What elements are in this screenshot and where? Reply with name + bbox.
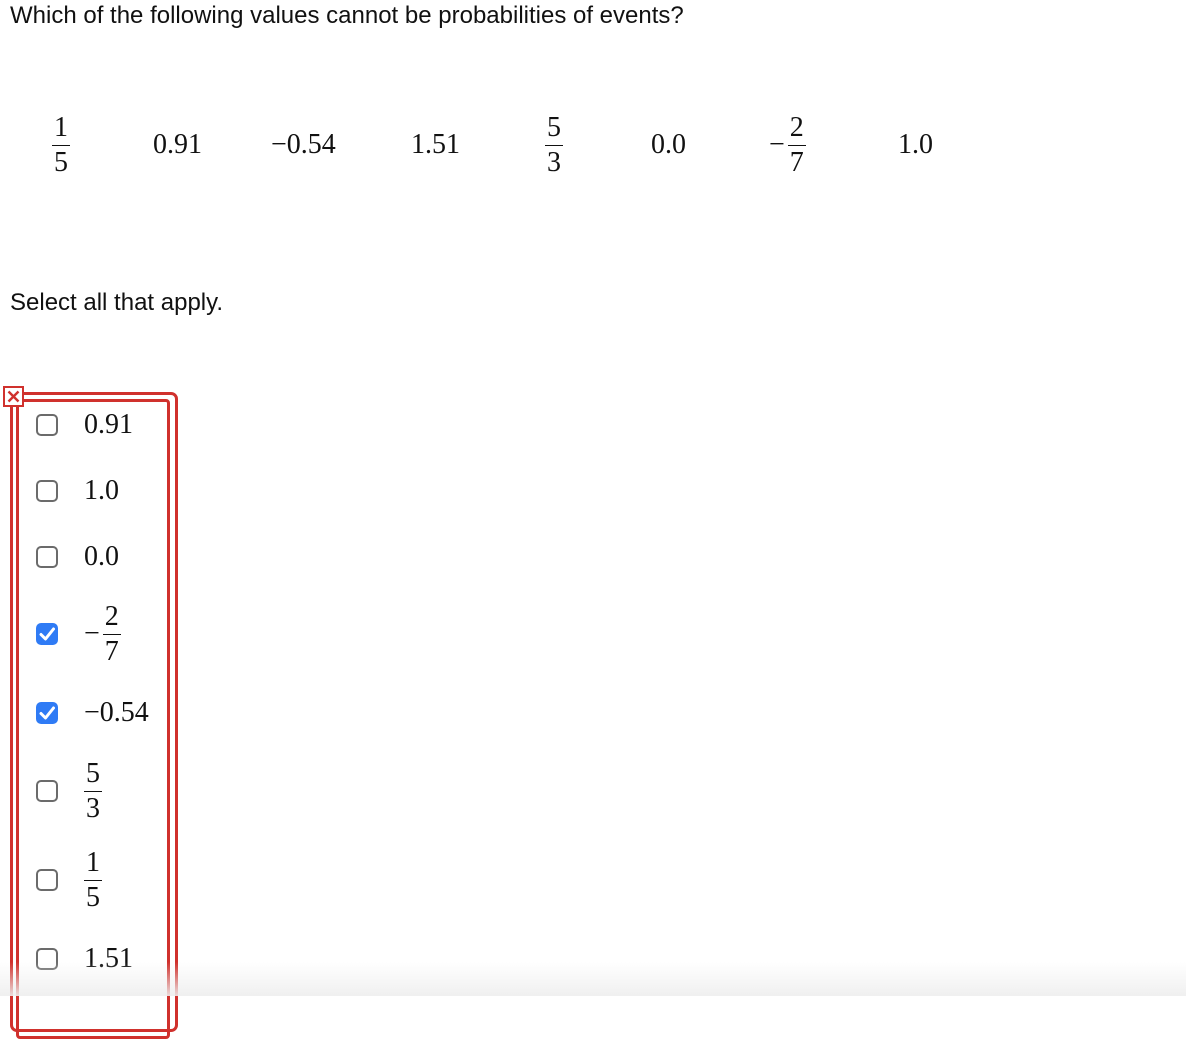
values-list: 1 5 0.91 −0.54 1.51 5 3 0.0 − 2 7 1.0 — [0, 100, 1186, 190]
checkbox[interactable] — [36, 948, 58, 970]
option-item[interactable]: −0.54 — [36, 680, 149, 746]
fraction-denominator: 3 — [86, 792, 100, 824]
fraction: 1 5 — [84, 847, 102, 913]
option-item[interactable]: − 2 7 — [36, 589, 121, 679]
checkbox[interactable] — [36, 480, 58, 502]
value-item: −0.54 — [271, 129, 336, 160]
fraction-denominator: 5 — [54, 146, 68, 178]
fraction-denominator: 5 — [86, 881, 100, 913]
option-label: 0.91 — [84, 409, 133, 440]
minus-sign: − — [769, 129, 785, 160]
fraction: 1 5 — [52, 112, 70, 178]
fraction-denominator: 3 — [547, 146, 561, 178]
option-item[interactable]: 5 3 — [36, 746, 102, 836]
fraction: 2 7 — [787, 112, 806, 178]
value-item: 0.0 — [651, 129, 686, 160]
fraction: 2 7 — [102, 601, 121, 667]
instruction-text: Select all that apply. — [10, 289, 224, 316]
option-label: − 2 7 — [84, 601, 121, 667]
option-item[interactable]: 0.0 — [36, 524, 119, 590]
checkbox[interactable] — [36, 546, 58, 568]
checkbox-checked[interactable] — [36, 702, 58, 724]
option-label: −0.54 — [84, 697, 149, 728]
checkbox[interactable] — [36, 780, 58, 802]
option-label: 1.51 — [84, 943, 133, 974]
fraction-numerator: 5 — [545, 112, 563, 146]
value-item: 1.51 — [411, 129, 460, 160]
fraction-numerator: 2 — [102, 601, 121, 635]
option-label: 5 3 — [84, 758, 102, 824]
question-text: Which of the following values cannot be … — [10, 2, 684, 29]
option-item[interactable]: 1 5 — [36, 835, 102, 925]
option-label: 0.0 — [84, 541, 119, 572]
checkbox-checked[interactable] — [36, 623, 58, 645]
close-icon — [3, 386, 24, 407]
option-item[interactable]: 1.51 — [36, 926, 133, 992]
checkbox[interactable] — [36, 869, 58, 891]
checkmark-icon — [39, 627, 55, 641]
fraction-denominator: 7 — [789, 146, 804, 178]
fraction: 5 3 — [84, 758, 102, 824]
value-item: 1 5 — [52, 100, 70, 190]
fraction-denominator: 7 — [104, 635, 119, 667]
option-item[interactable]: 0.91 — [36, 392, 133, 458]
fraction-numerator: 1 — [52, 112, 70, 146]
fraction-numerator: 1 — [84, 847, 102, 881]
option-label: 1.0 — [84, 475, 119, 506]
checkmark-icon — [39, 706, 55, 720]
minus-sign: − — [84, 618, 100, 649]
fraction: 5 3 — [545, 112, 563, 178]
checkbox[interactable] — [36, 414, 58, 436]
fraction-numerator: 5 — [84, 758, 102, 792]
value-item: 0.91 — [153, 129, 202, 160]
value-item: 1.0 — [898, 129, 933, 160]
option-item[interactable]: 1.0 — [36, 458, 119, 524]
value-item: − 2 7 — [769, 100, 806, 190]
option-label: 1 5 — [84, 847, 102, 913]
fraction-numerator: 2 — [787, 112, 806, 146]
value-item: 5 3 — [545, 100, 563, 190]
